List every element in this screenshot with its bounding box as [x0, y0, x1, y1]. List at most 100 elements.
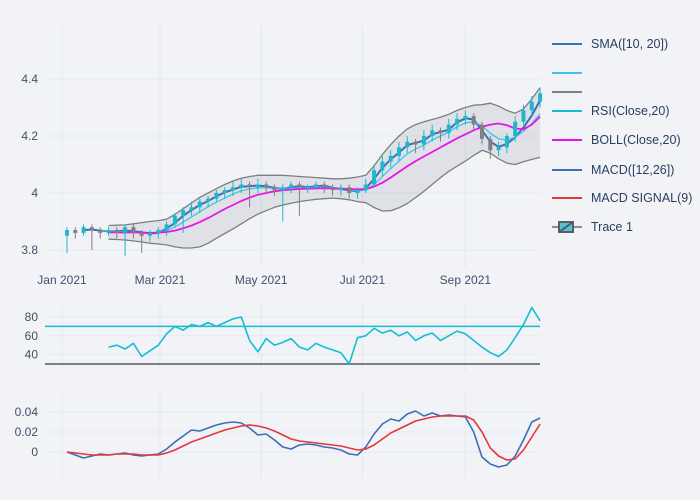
sma20-line [100, 113, 541, 234]
candle-body [106, 230, 111, 233]
candle-body [496, 147, 501, 151]
candle-body [488, 138, 493, 151]
candle-body [272, 187, 277, 191]
candle-body [388, 155, 393, 162]
legend-item-band[interactable] [552, 82, 591, 102]
legend-item-macd-signal[interactable]: MACD SIGNAL(9) [552, 188, 692, 208]
legend-item-trace1[interactable]: Trace 1 [552, 217, 633, 237]
candle-body [463, 116, 468, 119]
candle-body [347, 187, 352, 193]
rsi-yaxis-tick: 60 [25, 329, 39, 343]
band-line-swatch [552, 91, 582, 93]
candle-body [521, 110, 526, 122]
candle-body [372, 170, 377, 185]
legend: SMA([10, 20]) RSI(Close,20) BOLL(Close,2… [552, 0, 700, 260]
macd-signal-line [66, 415, 541, 461]
rsi-yaxis-tick: 80 [25, 310, 39, 324]
candle-body [513, 121, 518, 136]
candle-body [181, 210, 186, 216]
candle-body [355, 190, 360, 193]
sma-line-swatch [552, 43, 582, 45]
candle-body [81, 227, 86, 233]
candle-body [214, 193, 219, 199]
candle-body [396, 147, 401, 156]
macd-signal-line-swatch [552, 197, 582, 199]
candle-body [380, 161, 385, 171]
candle-body [164, 224, 169, 231]
xaxis-tick: Sep 2021 [440, 273, 492, 287]
macd-yaxis-tick: 0.02 [15, 425, 39, 439]
candle-body [222, 190, 227, 193]
xaxis-tick: Jul 2021 [340, 273, 386, 287]
legend-item-sma20[interactable] [552, 63, 591, 83]
legend-label: SMA([10, 20]) [591, 37, 669, 51]
price-yaxis-tick: 4.2 [21, 129, 38, 143]
candle-body [413, 141, 418, 145]
candle-body [471, 116, 476, 125]
candle-body [247, 184, 252, 188]
legend-label: MACD([12,26]) [591, 163, 675, 177]
candle-body [305, 187, 310, 189]
macd-line-swatch [552, 169, 582, 171]
candle-body [330, 187, 335, 191]
candle-body [446, 124, 451, 134]
bollinger-upper-line [108, 87, 541, 227]
candle-body [297, 184, 302, 188]
macd-yaxis-tick: 0 [31, 445, 38, 459]
rsi-yaxis-tick: 40 [25, 348, 39, 362]
candle-body [131, 227, 136, 233]
legend-label: RSI(Close,20) [591, 104, 670, 118]
candle-body [73, 230, 78, 233]
candle-body [147, 232, 152, 236]
candle-body [529, 101, 534, 111]
candlesticks [64, 87, 543, 256]
candle-body [230, 187, 235, 191]
legend-label: MACD SIGNAL(9) [591, 191, 693, 205]
candle-body [455, 118, 460, 125]
candle-body [156, 230, 161, 233]
xaxis-tick: May 2021 [235, 273, 288, 287]
candle-body [197, 201, 202, 208]
xaxis-tick: Mar 2021 [135, 273, 186, 287]
bollinger-lower-line [108, 149, 541, 249]
candle-body [255, 184, 260, 188]
candle-body [172, 215, 177, 225]
candle-body [139, 232, 144, 236]
legend-item-rsi[interactable]: RSI(Close,20) [552, 101, 670, 121]
price-yaxis-tick: 4 [31, 186, 38, 200]
candle-body [64, 230, 69, 236]
candle-body [189, 207, 194, 211]
candle-body [289, 184, 294, 188]
legend-label: BOLL(Close,20) [591, 133, 681, 147]
candle-body [322, 184, 327, 188]
candle-body [206, 198, 211, 202]
candle-body [405, 141, 410, 148]
candle-body [313, 184, 318, 188]
candle-body [421, 136, 426, 145]
candle-body [504, 136, 509, 148]
price-yaxis-tick: 4.4 [21, 72, 38, 86]
candle-body [479, 124, 484, 139]
legend-label: Trace 1 [591, 220, 633, 234]
legend-item-boll[interactable]: BOLL(Close,20) [552, 130, 681, 150]
xaxis-tick: Jan 2021 [37, 273, 87, 287]
boll-line-swatch [552, 139, 582, 141]
rsi-panel: 40 60 80 [25, 302, 541, 372]
candle-body [430, 130, 435, 136]
macd-panel: 0 0.02 0.04 [15, 392, 541, 478]
candle-body [89, 227, 94, 231]
candle-body [538, 93, 543, 102]
price-yaxis-tick: 3.8 [21, 243, 38, 257]
sma20-line-swatch [552, 72, 582, 74]
candle-body [363, 184, 368, 191]
x-axis: Jan 2021 Mar 2021 May 2021 Jul 2021 Sep 2021 [37, 273, 491, 287]
legend-item-sma[interactable]: SMA([10, 20]) [552, 34, 668, 54]
macd-yaxis-tick: 0.04 [15, 405, 39, 419]
candle-body [98, 230, 103, 233]
candle-body [264, 184, 269, 188]
rsi-line [108, 306, 541, 365]
candle-body [280, 187, 285, 191]
legend-item-macd[interactable]: MACD([12,26]) [552, 160, 674, 180]
price-panel: 3.8 4 4.2 4.4 [21, 25, 543, 268]
